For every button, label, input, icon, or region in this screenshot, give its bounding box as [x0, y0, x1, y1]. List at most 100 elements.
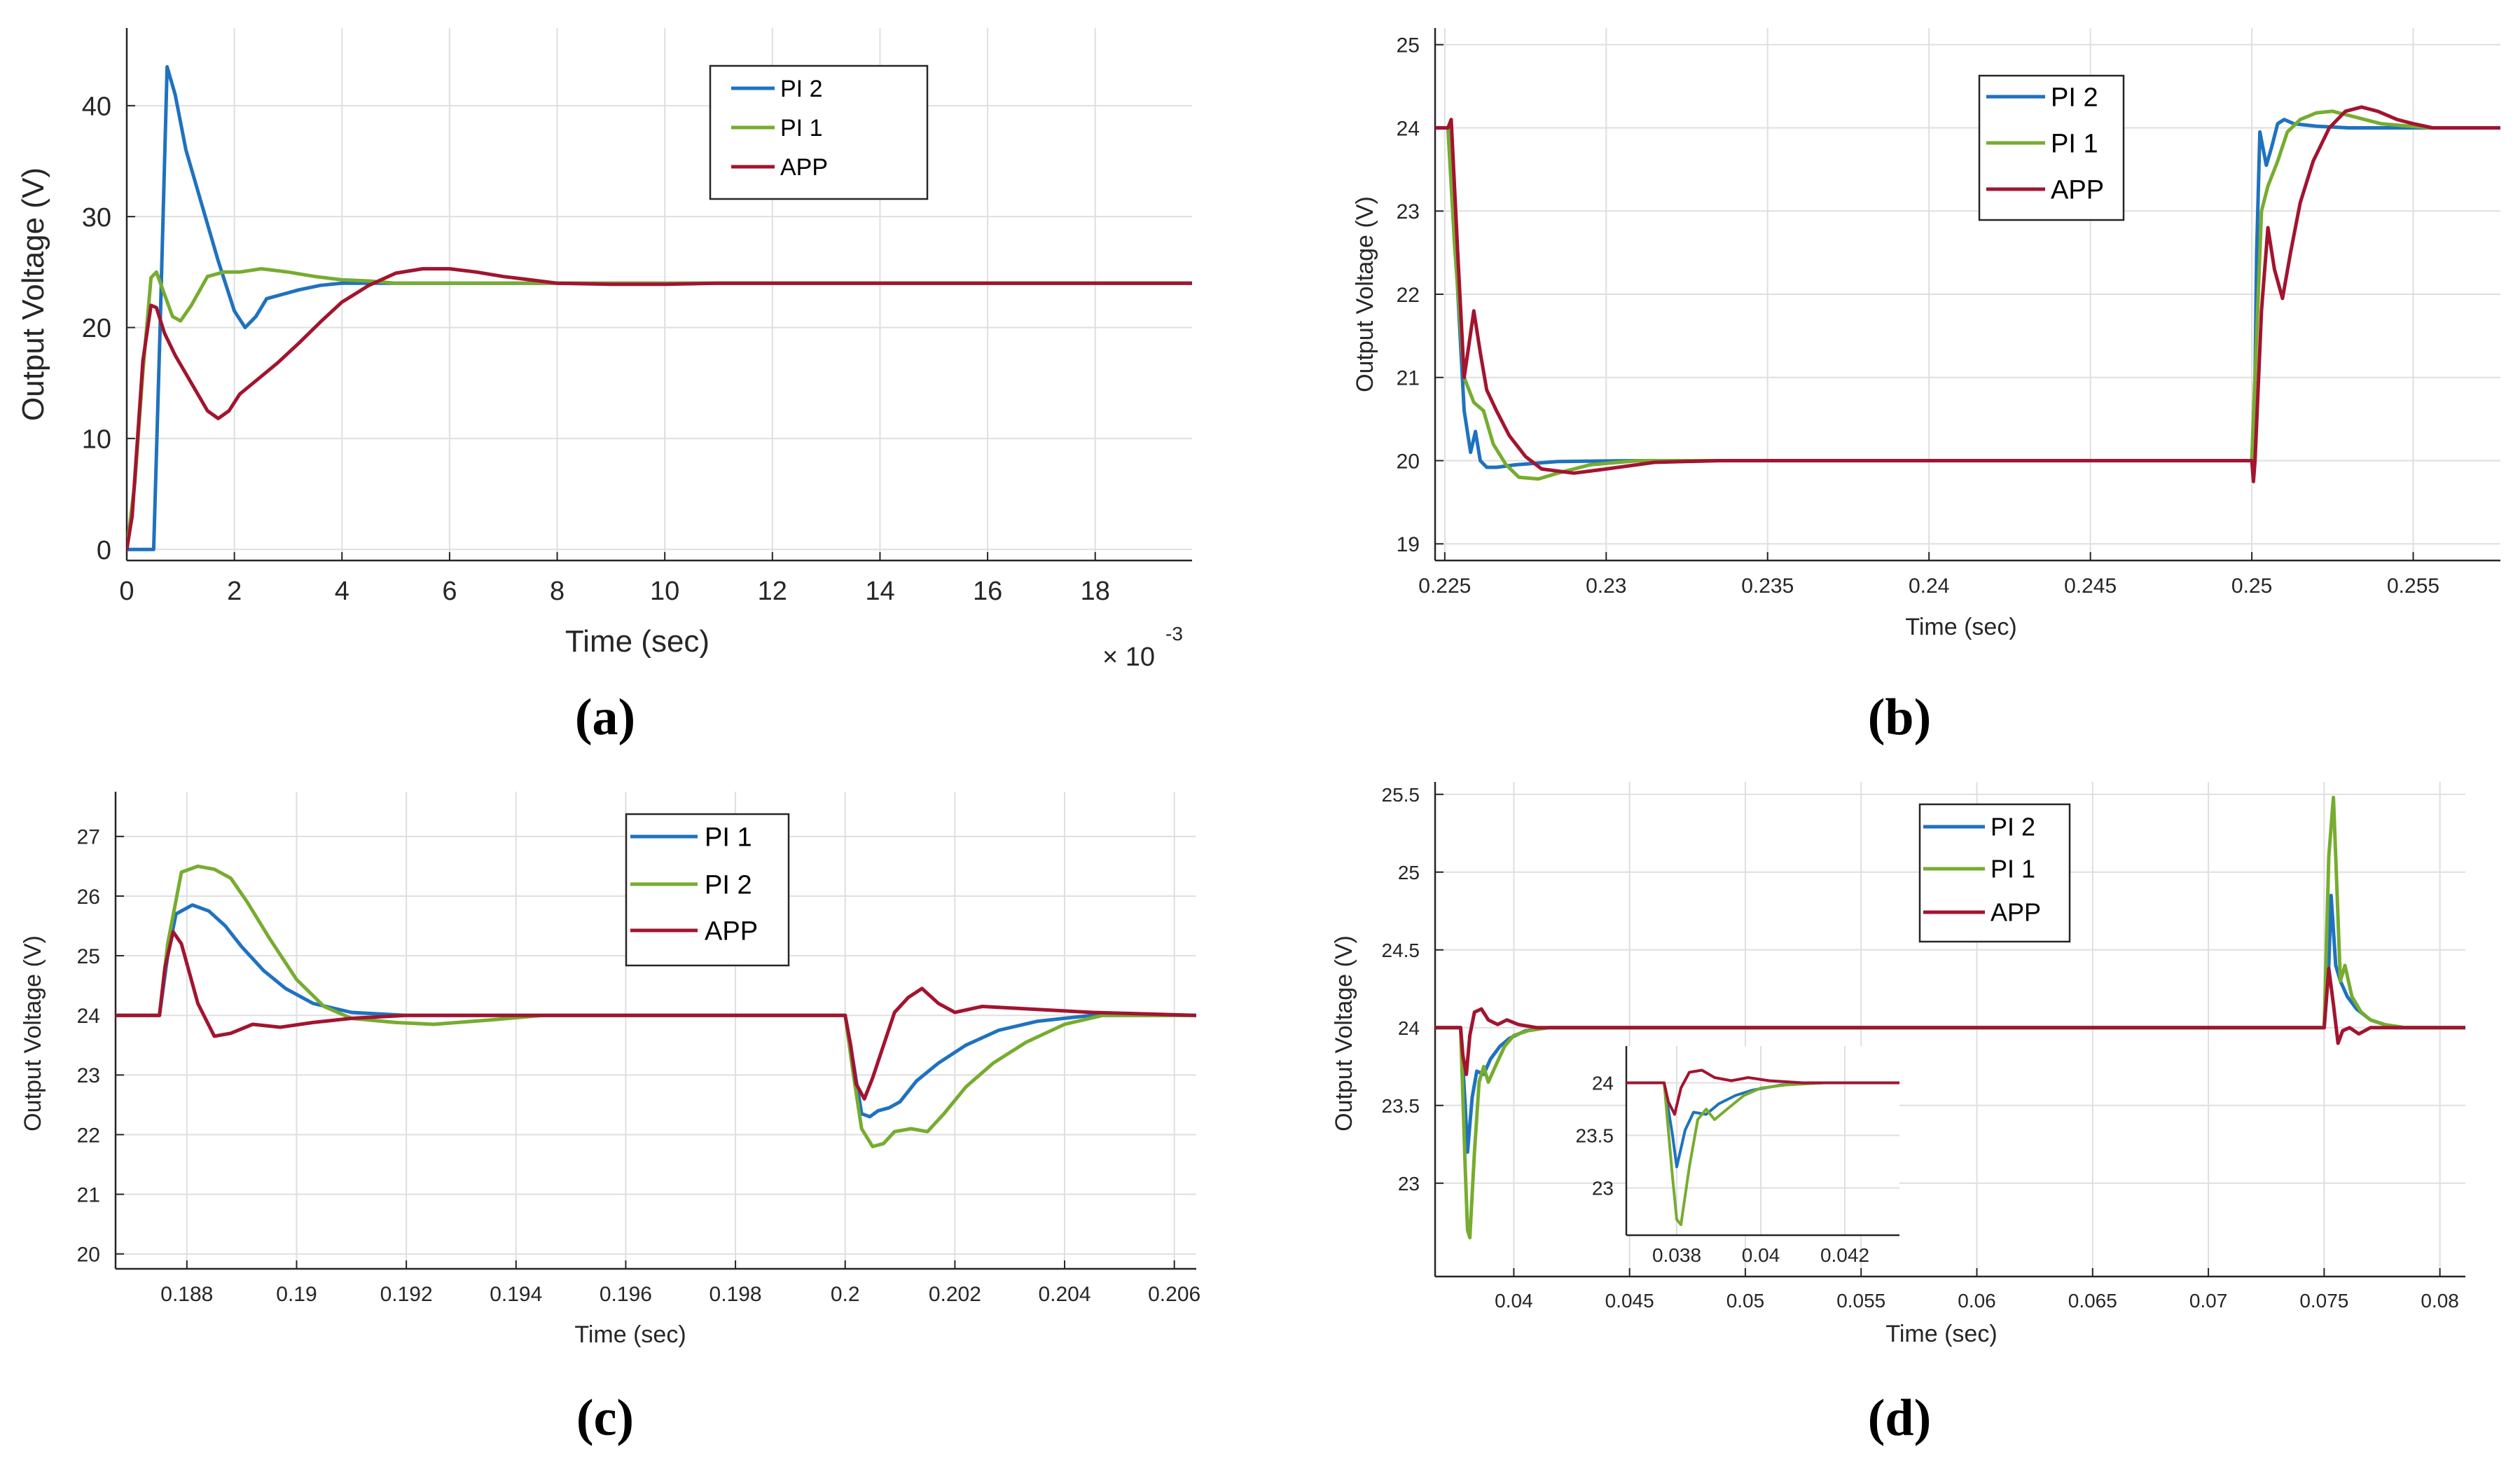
- x-tick-label: 0.075: [2299, 1290, 2348, 1312]
- y-tick-label: 25: [77, 945, 100, 968]
- y-tick-label: 24.5: [1382, 940, 1420, 961]
- series-group: [1435, 795, 2465, 1239]
- legend-label: PI 1: [1991, 855, 2035, 883]
- x-tick-label: 0.206: [1148, 1283, 1200, 1306]
- x-tick-label: 0.04: [1495, 1290, 1533, 1312]
- inset-x-tick-label: 0.04: [1742, 1244, 1780, 1266]
- x-tick-label: 10: [650, 577, 679, 606]
- y-tick-label: 24: [77, 1005, 100, 1028]
- legend-label: PI 1: [705, 823, 752, 852]
- x-tick-label: 12: [758, 577, 787, 606]
- y-tick-label: 40: [82, 92, 111, 122]
- x-tick-label: 0.255: [2387, 575, 2439, 598]
- y-tick-label: 0: [97, 536, 111, 565]
- legend-label: PI 2: [2051, 83, 2098, 112]
- x-tick-label: 0.055: [1836, 1290, 1885, 1312]
- inset-y-tick-label: 23.5: [1576, 1125, 1614, 1147]
- panel-label-d: (d): [1868, 1389, 1931, 1447]
- series-line-app: [127, 267, 1192, 551]
- x-tick-label: 0.225: [1418, 575, 1471, 598]
- x-tick-label: 0.194: [490, 1283, 542, 1306]
- inset-series-group: [1626, 1068, 1899, 1226]
- x-tick-label: 2: [227, 577, 242, 606]
- y-tick-label: 23: [1398, 1173, 1420, 1195]
- panel-b: 0.225 0.23 0.235 0.24 0.245 0.25 0.255 19 20 21 22…: [1352, 28, 2500, 640]
- y-tick-label: 22: [77, 1124, 100, 1147]
- series-group: [1435, 105, 2500, 483]
- inset-x-tick-label: 0.042: [1820, 1244, 1869, 1266]
- x-tick-label: 0.198: [709, 1283, 762, 1306]
- x-axis-label: Time (sec): [574, 1321, 686, 1348]
- y-tick-label: 25.5: [1382, 784, 1420, 806]
- legend-label: APP: [2051, 175, 2104, 205]
- y-tick-label: 24: [1398, 1017, 1420, 1039]
- y-tick-label: 10: [82, 425, 111, 455]
- legend-label: PI 2: [705, 870, 752, 900]
- x-tick-label: 0.245: [2064, 575, 2117, 598]
- y-axis-label: Output Voltage (V): [20, 935, 46, 1132]
- x-tick-label: 4: [335, 577, 349, 606]
- x-tick-label: 0.235: [1741, 575, 1794, 598]
- x-tick-label: 0: [119, 577, 134, 606]
- x-tick-label: 0.24: [1909, 575, 1949, 598]
- x-tick-label: 0.065: [2068, 1290, 2117, 1312]
- x-tick-label: 0.19: [276, 1283, 317, 1306]
- x-multiplier: × 10: [1102, 642, 1155, 672]
- legend: PI 2 PI 1 APP: [1978, 74, 2125, 221]
- x-tick-label: 16: [973, 577, 1002, 606]
- inset-y-tick-label: 23: [1592, 1178, 1614, 1199]
- panel-d: 0.04 0.045 0.05 0.055 0.06 0.065 0.07 0.075 0.08…: [1331, 782, 2465, 1347]
- inset-y-tick-label: 24: [1592, 1073, 1614, 1094]
- inset-series-line-app: [1626, 1068, 1899, 1116]
- x-tick-label: 14: [865, 577, 894, 606]
- y-axis-label: Output Voltage (V): [16, 167, 50, 421]
- series-group: [127, 64, 1192, 551]
- x-tick-label: 0.2: [831, 1283, 860, 1306]
- legend: PI 2 PI 1 APP: [1918, 803, 2071, 943]
- x-multiplier-exponent: -3: [1165, 623, 1183, 645]
- series-group: [116, 864, 1196, 1148]
- x-tick-label: 0.23: [1586, 575, 1626, 598]
- plot-area: [127, 28, 1192, 560]
- legend-box: [625, 813, 790, 967]
- legend: PI 1 PI 2 APP: [625, 813, 790, 967]
- legend-label: PI 2: [1991, 813, 2035, 841]
- x-axis-label: Time (sec): [1885, 1321, 1997, 1347]
- x-tick-label: 0.204: [1038, 1283, 1091, 1306]
- series-line-app: [1435, 105, 2500, 483]
- x-tick-label: 0.06: [1958, 1290, 1996, 1312]
- x-axis-label: Time (sec): [565, 624, 709, 659]
- legend-label: APP: [780, 154, 828, 181]
- series-line-app: [116, 930, 1196, 1101]
- x-tick-label: 0.196: [600, 1283, 652, 1306]
- legend-label: PI 1: [2051, 129, 2098, 158]
- x-tick-label: 0.188: [160, 1283, 213, 1306]
- series-line-pi-1: [127, 267, 1192, 551]
- legend-label: APP: [1991, 898, 2041, 927]
- y-axis-label: Output Voltage (V): [1352, 196, 1378, 392]
- legend-label: APP: [705, 916, 758, 946]
- legend-box: [1978, 74, 2125, 221]
- y-tick-label: 20: [1397, 450, 1420, 473]
- x-tick-label: 0.045: [1605, 1290, 1654, 1312]
- inset-x-tick-label: 0.038: [1652, 1244, 1701, 1266]
- panel-label-a: (a): [575, 689, 635, 746]
- y-tick-label: 25: [1398, 862, 1420, 883]
- y-tick-label: 22: [1397, 284, 1420, 307]
- inset-plot-area: [1626, 1046, 1899, 1235]
- y-tick-label: 25: [1397, 34, 1420, 57]
- x-tick-label: 18: [1081, 577, 1110, 606]
- y-tick-label: 26: [77, 886, 100, 909]
- panel-label-c: (c): [576, 1389, 634, 1447]
- y-tick-label: 21: [1397, 367, 1420, 390]
- legend: PI 2 PI 1 APP: [709, 64, 929, 200]
- y-tick-label: 24: [1397, 117, 1420, 140]
- legend-label: PI 1: [780, 115, 822, 142]
- series-line-app: [1435, 966, 2465, 1076]
- panel-c: 0.188 0.19 0.192 0.194 0.196 0.198 0.2 0.202 0.2…: [20, 792, 1200, 1348]
- x-tick-label: 0.08: [2421, 1290, 2459, 1312]
- x-tick-label: 0.192: [380, 1283, 433, 1306]
- y-tick-label: 27: [77, 826, 100, 849]
- y-axis-label: Output Voltage (V): [1331, 935, 1357, 1132]
